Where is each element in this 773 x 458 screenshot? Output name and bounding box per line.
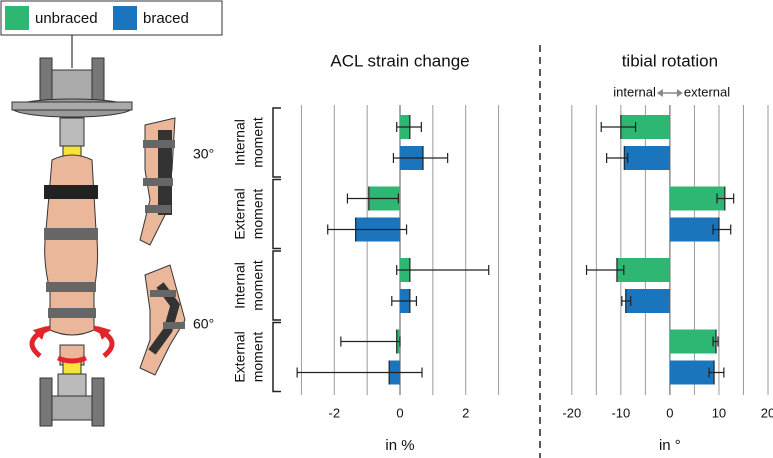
group-label: moment bbox=[250, 260, 266, 311]
direction-label: internal bbox=[613, 84, 656, 99]
group-label: moment bbox=[250, 117, 266, 168]
x-tick-label: 10 bbox=[712, 405, 726, 420]
error-bar bbox=[712, 224, 732, 235]
chart-title: tibial rotation bbox=[622, 51, 718, 70]
error-bar bbox=[621, 296, 632, 306]
bar bbox=[624, 146, 670, 170]
angle-label: 60° bbox=[193, 316, 214, 332]
group-label: moment bbox=[250, 332, 266, 383]
direction-label: external bbox=[684, 84, 730, 99]
error-bar bbox=[391, 296, 418, 306]
bar bbox=[616, 258, 670, 282]
x-tick-label: 0 bbox=[396, 405, 403, 420]
error-bar bbox=[716, 193, 735, 204]
group-label: Internal bbox=[232, 119, 248, 166]
legend-label: braced bbox=[143, 10, 189, 27]
x-tick-label: -2 bbox=[329, 405, 341, 420]
illustration bbox=[11, 35, 186, 427]
bar bbox=[669, 360, 715, 385]
x-axis-label: in ° bbox=[659, 437, 681, 454]
group-bracket bbox=[272, 321, 281, 393]
legend-label: unbraced bbox=[35, 10, 98, 27]
bar bbox=[669, 217, 719, 242]
angle-label: 30° bbox=[193, 146, 214, 162]
group-label: Internal bbox=[232, 262, 248, 309]
x-tick-label: -20 bbox=[562, 405, 581, 420]
group-label: moment bbox=[250, 189, 266, 240]
chart-title: ACL strain change bbox=[330, 51, 469, 70]
x-axis-label: in % bbox=[385, 437, 414, 454]
error-bar bbox=[340, 336, 401, 347]
group-label: External bbox=[232, 188, 248, 239]
group-label: External bbox=[232, 331, 248, 382]
arrow-head bbox=[656, 89, 663, 97]
error-bar bbox=[585, 265, 625, 275]
bar bbox=[669, 186, 725, 211]
legend-swatch bbox=[113, 6, 137, 30]
group-bracket bbox=[272, 178, 281, 250]
group-bracket bbox=[272, 250, 281, 321]
x-tick-label: 0 bbox=[666, 405, 673, 420]
error-bar bbox=[600, 122, 637, 132]
legend-swatch bbox=[5, 6, 29, 30]
x-tick-label: 2 bbox=[462, 405, 469, 420]
x-tick-label: 20 bbox=[761, 405, 773, 420]
error-bar bbox=[606, 153, 629, 163]
x-tick-label: -10 bbox=[611, 405, 630, 420]
error-bar bbox=[346, 193, 399, 204]
bar bbox=[669, 329, 717, 354]
error-bar bbox=[392, 153, 449, 163]
arrow-head bbox=[676, 89, 683, 97]
error-bar bbox=[396, 122, 422, 132]
error-bar bbox=[327, 224, 408, 235]
error-bar bbox=[708, 367, 725, 378]
legend-box bbox=[0, 0, 223, 36]
error-bar bbox=[296, 367, 423, 378]
error-bar bbox=[712, 336, 719, 347]
group-bracket bbox=[272, 107, 281, 178]
bar bbox=[625, 289, 670, 313]
error-bar bbox=[396, 265, 490, 275]
